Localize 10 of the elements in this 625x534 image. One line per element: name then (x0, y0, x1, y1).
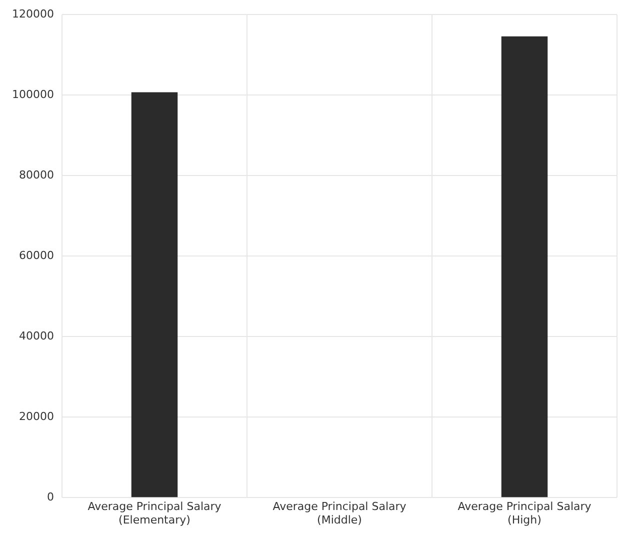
y-tick-label: 80000 (18, 168, 54, 182)
y-tick-label: 60000 (18, 248, 54, 262)
y-tick-label: 20000 (18, 410, 54, 423)
x-tick-label: Average Principal Salary (Elementary) (88, 500, 222, 526)
x-tick-label: Average Principal Salary (High) (458, 500, 592, 526)
y-tick-label: 100000 (12, 88, 54, 101)
x-tick-label: Average Principal Salary (Middle) (272, 500, 407, 526)
y-tick-label: 40000 (18, 329, 54, 342)
y-tick-label: 120000 (12, 7, 54, 20)
y-tick-label: 0 (46, 490, 54, 504)
